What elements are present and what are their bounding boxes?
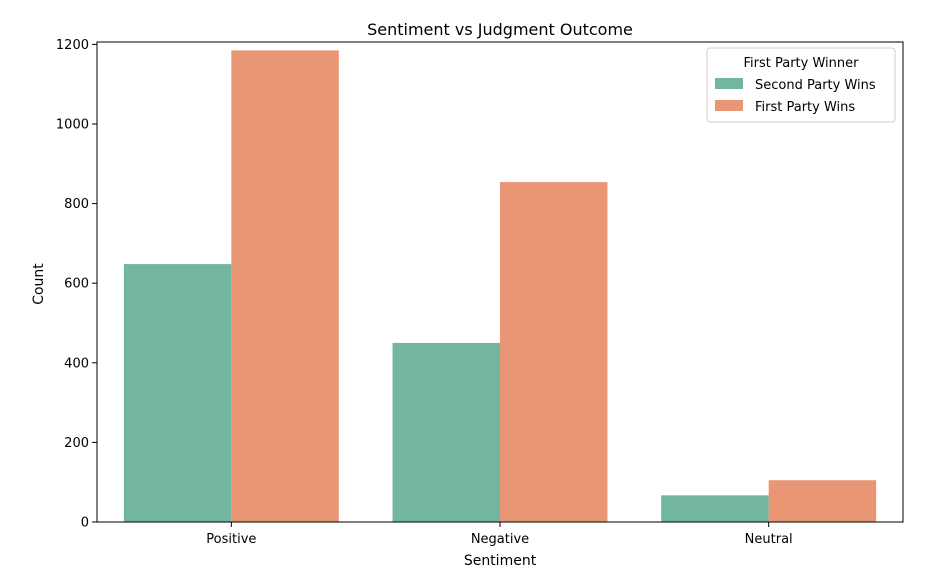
y-tick-label: 600	[64, 277, 89, 292]
legend-box	[706, 47, 896, 123]
legend-swatch-first-party-wins	[715, 100, 743, 111]
bar-first-party-wins-neutral	[768, 480, 877, 522]
bar-second-party-wins-negative	[392, 342, 500, 522]
legend: First Party Winner Second Party Wins Fir…	[706, 47, 896, 123]
legend-label-second-party-wins: Second Party Wins	[755, 78, 876, 93]
bar-second-party-wins-neutral	[661, 495, 769, 522]
y-tick-label: 200	[64, 436, 89, 451]
bar-first-party-wins-positive	[231, 50, 339, 523]
y-tick-label: 1200	[56, 38, 89, 53]
y-tick-label: 800	[64, 197, 89, 212]
y-axis-label: Count	[31, 263, 47, 305]
y-tick-label: 0	[81, 516, 89, 531]
x-axis-label: Sentiment	[464, 553, 537, 569]
legend-swatch-second-party-wins	[715, 78, 743, 89]
legend-title: First Party Winner	[744, 56, 860, 71]
bar-first-party-wins-negative	[500, 182, 608, 522]
bar-second-party-wins-positive	[123, 264, 232, 522]
x-tick-label-neutral: Neutral	[745, 532, 793, 547]
x-tick-label-negative: Negative	[471, 532, 529, 547]
y-tick-label: 400	[64, 356, 89, 371]
y-tick-label: 1000	[56, 117, 89, 132]
chart-title: Sentiment vs Judgment Outcome	[367, 20, 633, 39]
legend-label-first-party-wins: First Party Wins	[755, 100, 855, 115]
plot-area: 0 200 400 600 800 1000 1200 Positive Negative Neu…	[56, 38, 904, 547]
x-tick-label-positive: Positive	[206, 532, 256, 547]
